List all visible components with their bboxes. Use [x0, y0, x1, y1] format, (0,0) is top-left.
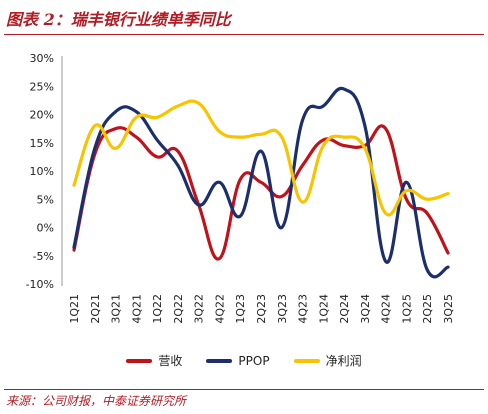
x-tick-label: 4Q21 — [130, 294, 143, 324]
y-tick-label: 25% — [30, 80, 54, 93]
x-tick-label: 1Q21 — [68, 294, 81, 324]
legend-item-net-profit: 净利润 — [293, 352, 362, 369]
x-tick-label: 2Q25 — [421, 294, 434, 324]
legend-swatch-revenue — [126, 358, 153, 363]
x-tick-label: 4Q22 — [213, 294, 226, 324]
x-tick-label: 1Q23 — [234, 294, 247, 324]
y-tick-label: 10% — [30, 165, 54, 178]
y-tick-label: -5% — [33, 250, 54, 263]
legend-label-ppop: PPOP — [238, 353, 270, 368]
legend-label-net-profit: 净利润 — [325, 354, 362, 368]
series-line-net-profit — [72, 99, 450, 217]
legend-item-revenue: 营收 — [126, 352, 182, 369]
legend-item-ppop: PPOP — [206, 352, 270, 369]
y-tick-label: 5% — [37, 193, 54, 206]
legend: 营收 PPOP 净利润 — [0, 352, 488, 369]
x-tick-label: 3Q25 — [442, 294, 455, 324]
y-tick-label: 20% — [30, 109, 54, 122]
x-tick-label: 2Q21 — [89, 294, 102, 324]
x-tick-label: 4Q23 — [297, 294, 310, 324]
chart-title: 图表 2：瑞丰银行业绩单季同比 — [6, 10, 231, 29]
y-tick-label: -10% — [26, 278, 54, 291]
y-tick-label: 15% — [30, 137, 54, 150]
legend-swatch-ppop — [206, 358, 233, 363]
x-tick-label: 3Q21 — [110, 294, 123, 324]
x-tick-label: 1Q24 — [317, 294, 330, 324]
legend-label-revenue: 营收 — [158, 354, 183, 368]
x-tick-label: 2Q24 — [338, 294, 351, 324]
line-chart: 30% 25% 20% 15% 10% 5% 0% -5% -10% 1Q21 2Q21 3Q21 4Q… — [26, 52, 455, 324]
title-divider — [4, 34, 484, 35]
legend-swatch-net-profit — [293, 358, 320, 363]
x-tick-label: 2Q23 — [255, 294, 268, 324]
x-tick-label: 2Q22 — [172, 294, 185, 324]
source-divider — [4, 389, 484, 390]
source-note: 来源：公司财报，中泰证券研究所 — [6, 394, 187, 408]
series-line-revenue — [72, 124, 450, 261]
x-tick-label: 3Q22 — [193, 294, 206, 324]
x-tick-label: 3Q24 — [359, 294, 372, 324]
x-tick-label: 1Q22 — [151, 294, 164, 324]
series-line-ppop — [72, 86, 450, 279]
y-tick-label: 0% — [37, 222, 54, 235]
y-tick-label: 30% — [30, 52, 54, 65]
x-tick-label: 4Q24 — [380, 294, 393, 324]
x-tick-label: 3Q23 — [276, 294, 289, 324]
x-tick-label: 1Q25 — [400, 294, 413, 324]
